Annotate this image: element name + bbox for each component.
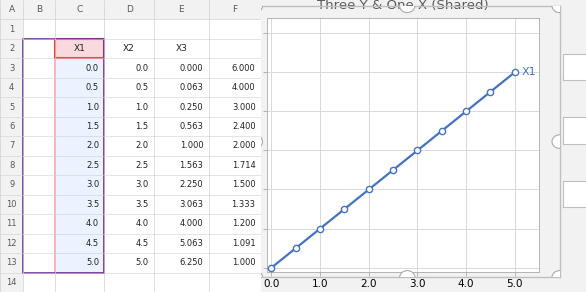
- Bar: [0, 156, 23, 175]
- Text: 3.0: 3.0: [86, 180, 99, 190]
- Bar: [0, 234, 23, 253]
- Text: 10: 10: [6, 200, 17, 209]
- Bar: [0, 78, 23, 97]
- Text: 0.5: 0.5: [86, 83, 99, 92]
- Text: 0.563: 0.563: [179, 122, 203, 131]
- Text: 4.0: 4.0: [135, 219, 149, 228]
- Text: X3: X3: [175, 44, 187, 53]
- Text: 11: 11: [6, 219, 17, 228]
- Text: D: D: [125, 5, 132, 14]
- Bar: [0, 214, 23, 234]
- Bar: [54, 39, 104, 272]
- Text: 1.000: 1.000: [232, 258, 255, 267]
- Bar: [0, 195, 23, 214]
- Text: 9: 9: [9, 180, 15, 190]
- Circle shape: [247, 135, 263, 148]
- Text: 6: 6: [9, 122, 15, 131]
- Text: 2: 2: [9, 44, 15, 53]
- Text: 5: 5: [9, 102, 15, 112]
- Text: 4.0: 4.0: [86, 219, 99, 228]
- Text: 1.500: 1.500: [232, 180, 255, 190]
- Text: 4.5: 4.5: [135, 239, 149, 248]
- Text: 4.000: 4.000: [232, 83, 255, 92]
- Bar: [0, 175, 23, 195]
- Text: 0.0: 0.0: [86, 64, 99, 73]
- Text: X1: X1: [74, 44, 86, 53]
- Text: 1.000: 1.000: [180, 142, 203, 150]
- Circle shape: [400, 271, 415, 284]
- Text: 4.000: 4.000: [180, 219, 203, 228]
- Text: 6.250: 6.250: [180, 258, 203, 267]
- Text: 1: 1: [9, 25, 15, 34]
- Text: 7: 7: [9, 142, 15, 150]
- Text: 3.0: 3.0: [135, 180, 149, 190]
- Text: 3.000: 3.000: [232, 102, 255, 112]
- Text: 14: 14: [6, 278, 17, 287]
- Text: E: E: [178, 5, 184, 14]
- Bar: [23, 39, 104, 272]
- Text: 1.0: 1.0: [86, 102, 99, 112]
- Bar: [0, 253, 23, 272]
- Text: 2.5: 2.5: [86, 161, 99, 170]
- Text: 1.5: 1.5: [86, 122, 99, 131]
- Circle shape: [247, 271, 263, 284]
- Text: 5.0: 5.0: [135, 258, 149, 267]
- Bar: [0, 97, 23, 117]
- Text: 1.714: 1.714: [232, 161, 255, 170]
- Text: 5.063: 5.063: [179, 239, 203, 248]
- Text: 1.5: 1.5: [135, 122, 149, 131]
- Text: 4.5: 4.5: [86, 239, 99, 248]
- Text: 6.000: 6.000: [232, 64, 255, 73]
- Text: 13: 13: [6, 258, 17, 267]
- Text: 1.0: 1.0: [135, 102, 149, 112]
- Text: 5.0: 5.0: [86, 258, 99, 267]
- Text: F: F: [232, 5, 237, 14]
- Text: 0.0: 0.0: [135, 64, 149, 73]
- Text: C: C: [76, 5, 83, 14]
- Text: 2.0: 2.0: [135, 142, 149, 150]
- Text: 0.063: 0.063: [179, 83, 203, 92]
- Circle shape: [552, 271, 567, 284]
- Bar: [0, 0, 261, 20]
- Text: 4: 4: [9, 83, 15, 92]
- Text: B: B: [36, 5, 42, 14]
- Circle shape: [400, 0, 415, 13]
- Text: 2.5: 2.5: [135, 161, 149, 170]
- Text: 2.0: 2.0: [86, 142, 99, 150]
- Text: 2.000: 2.000: [232, 142, 255, 150]
- Bar: [0, 20, 23, 39]
- Bar: [0, 39, 23, 58]
- Circle shape: [247, 0, 263, 13]
- Text: 2.400: 2.400: [232, 122, 255, 131]
- Bar: [0, 136, 23, 156]
- Text: 3.063: 3.063: [179, 200, 203, 209]
- Text: 3: 3: [9, 64, 15, 73]
- Text: X2: X2: [123, 44, 135, 53]
- Text: 1.563: 1.563: [179, 161, 203, 170]
- Text: 0.000: 0.000: [180, 64, 203, 73]
- Text: 1.333: 1.333: [231, 200, 255, 209]
- Text: X1: X1: [522, 67, 536, 77]
- Bar: [0, 117, 23, 136]
- Text: 1.200: 1.200: [232, 219, 255, 228]
- Text: 2.250: 2.250: [180, 180, 203, 190]
- Bar: [0, 58, 23, 78]
- Bar: [54, 39, 104, 58]
- Circle shape: [552, 0, 567, 13]
- Text: A: A: [9, 5, 15, 14]
- Text: 1.091: 1.091: [232, 239, 255, 248]
- Text: 12: 12: [6, 239, 17, 248]
- Text: 3.5: 3.5: [135, 200, 149, 209]
- Circle shape: [552, 135, 567, 148]
- Text: 0.250: 0.250: [180, 102, 203, 112]
- Text: 3.5: 3.5: [86, 200, 99, 209]
- Text: 8: 8: [9, 161, 15, 170]
- Title: Three Y & One X (Shared): Three Y & One X (Shared): [317, 0, 489, 12]
- Bar: [0, 272, 23, 292]
- Text: 0.5: 0.5: [135, 83, 149, 92]
